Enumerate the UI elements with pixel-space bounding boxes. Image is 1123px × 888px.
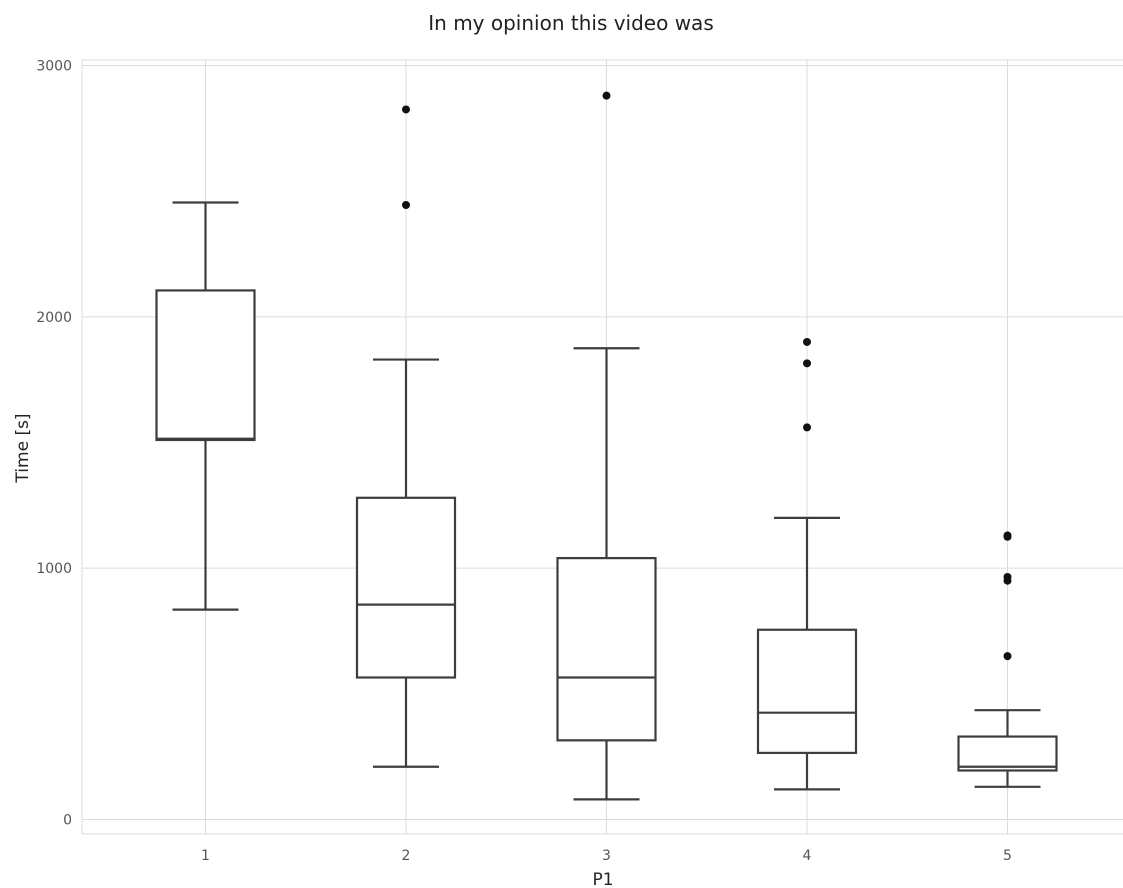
plot-frame [81,59,1123,835]
iqr-box [155,289,256,442]
chart-title: In my opinion this video was [428,11,713,35]
x-tick-label: 5 [1003,848,1012,864]
iqr-box [556,557,657,742]
y-tick-label: 1000 [36,561,72,577]
x-tick-label: 2 [402,848,411,864]
outlier-point [402,105,410,114]
outlier-point [803,359,811,368]
x-tick-label: 1 [201,848,210,864]
box-group-4 [756,337,858,791]
box-group-2 [355,105,457,768]
iqr-box [957,735,1058,772]
ticks-layer: 0 1000 2000 3000 1 2 3 4 5 [36,59,1012,865]
boxes-layer [155,91,1058,801]
y-tick-label: 0 [63,813,72,829]
outlier-point [803,337,811,346]
outlier-point [1003,531,1012,540]
x-axis-label: P1 [592,870,613,888]
y-axis-label: Time [s] [13,413,33,483]
outlier-point [1003,652,1012,661]
iqr-box [756,628,858,754]
box-group-3 [556,91,657,801]
outlier-point [803,423,811,432]
y-tick-label: 2000 [36,310,72,326]
iqr-box [355,496,457,679]
box-group-5 [957,531,1058,788]
box-group-1 [155,201,256,611]
outlier-point [602,91,611,100]
x-tick-label: 3 [602,848,611,864]
x-tick-label: 4 [803,848,812,864]
y-tick-label: 3000 [36,59,72,75]
outlier-point [402,200,410,209]
outlier-point [1003,572,1012,581]
